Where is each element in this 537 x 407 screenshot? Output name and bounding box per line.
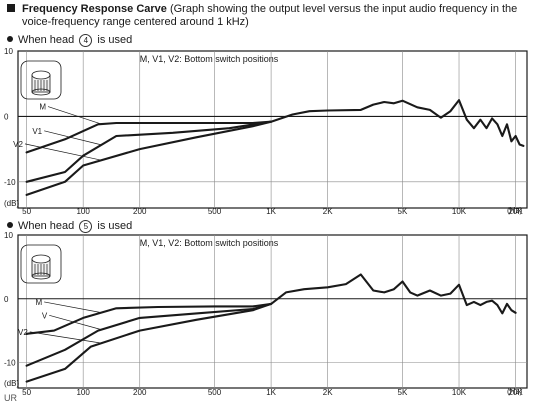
x-tick-label: 50 [22, 207, 31, 216]
x-tick-label: 200 [133, 207, 147, 216]
curve-label-leader [44, 130, 102, 146]
curve-v [25, 302, 273, 367]
x-tick-label: 10K [452, 388, 467, 397]
curve-label-v: V [42, 311, 48, 320]
figure-header: Frequency Response Carve (Graph showing … [7, 3, 532, 29]
chart1-caption: When head 4 is used [7, 34, 132, 47]
chart2-caption: When head 5 is used [7, 220, 132, 233]
curve-label-m: M [35, 298, 42, 307]
curve-v1 [25, 120, 273, 183]
curve-v2 [25, 302, 273, 383]
x-tick-label: 20K [508, 207, 523, 216]
tape-head-icon [20, 60, 62, 100]
dot-bullet-icon [7, 222, 13, 228]
caption-suffix: is used [97, 34, 133, 46]
chart-title: M, V1, V2: Bottom switch positions [140, 238, 279, 248]
x-tick-label: 500 [208, 207, 222, 216]
x-tick-label: 500 [208, 388, 222, 397]
y-tick-label: -10 [4, 359, 16, 368]
curve-common [270, 99, 525, 147]
y-unit-label: (dB) [4, 199, 19, 208]
x-tick-label: 5K [398, 388, 408, 397]
x-tick-label: 5K [398, 207, 408, 216]
plot-frame [17, 234, 528, 389]
x-tick-label: 50 [22, 388, 31, 397]
y-tick-label: -10 [4, 178, 16, 187]
y-tick-label: 10 [4, 231, 13, 240]
curve-label-v2: V2 [13, 140, 23, 149]
x-unit-label: (Hz) [507, 206, 522, 215]
x-tick-label: 100 [76, 388, 90, 397]
chart-1: 50 100 200 500 1K 2K 5K 10K 20K(Hz)100-10(dB)M, … [4, 47, 528, 216]
curve-label-m: M [39, 103, 46, 112]
x-tick-label: 2K [323, 207, 333, 216]
head-number-badge: 4 [79, 34, 93, 47]
caption-prefix: When head [18, 220, 75, 232]
x-tick-label: 200 [133, 388, 147, 397]
chart-title: M, V1, V2: Bottom switch positions [140, 54, 279, 64]
x-tick-label: 2K [323, 388, 333, 397]
figure-description: (Graph showing the output level versus t… [169, 3, 518, 15]
head-number-badge: 5 [79, 220, 93, 233]
x-tick-label: 10K [452, 207, 467, 216]
curve-label-leader [24, 143, 102, 161]
x-unit-label: (Hz) [507, 387, 522, 396]
y-tick-label: 0 [4, 295, 9, 304]
curve-label-leader [29, 331, 102, 344]
figure-title: Frequency Response Carve [22, 3, 167, 15]
y-tick-label: 10 [4, 47, 13, 56]
curve-v2 [25, 120, 273, 196]
curve-label-v1: V1 [32, 127, 42, 136]
x-tick-label: 1K [266, 207, 276, 216]
curve-label-leader [49, 314, 102, 330]
plot-frame [17, 50, 528, 209]
square-bullet-icon [7, 4, 15, 12]
caption-suffix: is used [97, 220, 133, 232]
caption-prefix: When head [18, 34, 75, 46]
curve-common [270, 273, 517, 315]
curve-m [25, 302, 273, 335]
dot-bullet-icon [7, 36, 13, 42]
curve-label-leader [47, 106, 102, 125]
figure-description-line2: voice-frequency range centered around 1 … [22, 16, 249, 28]
y-unit-label: (dB) [4, 379, 19, 388]
tape-head-icon [20, 244, 62, 284]
x-tick-label: 100 [76, 207, 90, 216]
chart-2: 50 100 200 500 1K 2K 5K 10K 20K(Hz)100-10(dB)M, … [4, 231, 528, 397]
footer-mark: UR [4, 393, 17, 403]
x-tick-label: 1K [266, 388, 276, 397]
curve-m [25, 120, 273, 154]
y-tick-label: 0 [4, 112, 9, 121]
x-tick-label: 20K [508, 388, 523, 397]
curve-label-v2: V2 [18, 328, 28, 337]
curve-label-leader [44, 301, 102, 313]
